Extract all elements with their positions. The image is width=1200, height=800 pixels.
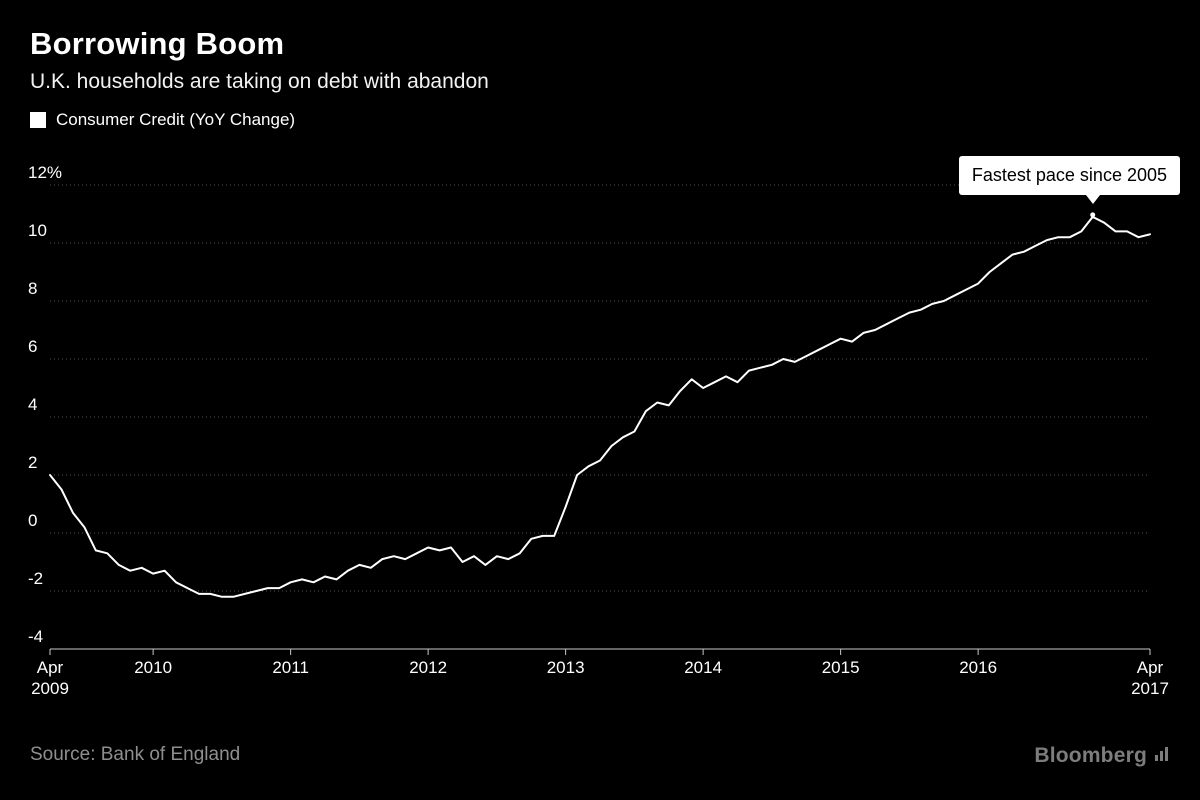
svg-text:2: 2: [28, 453, 37, 472]
svg-text:2009: 2009: [31, 679, 69, 698]
bloomberg-logo-text: Bloomberg: [1034, 744, 1147, 767]
svg-text:2013: 2013: [547, 658, 585, 677]
svg-text:-4: -4: [28, 627, 43, 646]
bloomberg-chart-glyph-icon: [1154, 746, 1170, 767]
svg-text:12%: 12%: [28, 163, 62, 182]
svg-text:-2: -2: [28, 569, 43, 588]
peak-marker: [1090, 212, 1096, 218]
chart-title: Borrowing Boom: [30, 26, 285, 61]
svg-text:2010: 2010: [134, 658, 172, 677]
chart-subtitle: U.K. households are taking on debt with …: [30, 70, 489, 93]
svg-text:8: 8: [28, 279, 37, 298]
svg-text:2011: 2011: [272, 658, 309, 677]
y-axis-labels: -4 -2 0 2 4 6 8 10 12%: [28, 163, 62, 646]
svg-text:10: 10: [28, 221, 47, 240]
svg-text:2014: 2014: [684, 658, 722, 677]
legend: Consumer Credit (YoY Change): [30, 110, 489, 130]
chart-header: Borrowing Boom U.K. households are takin…: [30, 26, 489, 130]
svg-text:6: 6: [28, 337, 37, 356]
legend-label: Consumer Credit (YoY Change): [56, 110, 296, 129]
svg-text:4: 4: [28, 395, 37, 414]
svg-text:2016: 2016: [959, 658, 997, 677]
svg-text:0: 0: [28, 511, 37, 530]
source-note: Source: Bank of England: [30, 744, 241, 765]
x-axis-labels: Apr 2009 2010 2011 2012 2013 2014 2015 2016 Apr 20…: [31, 649, 1169, 698]
bloomberg-branding: Bloomberg: [1034, 744, 1170, 768]
annotation-tooltip: Fastest pace since 2005: [958, 156, 1180, 195]
svg-text:2017: 2017: [1131, 679, 1169, 698]
consumer-credit-line: [49, 215, 1151, 598]
svg-text:2012: 2012: [409, 658, 447, 677]
gridlines: [50, 184, 1150, 650]
svg-text:Apr: Apr: [37, 658, 64, 677]
annotation-tooltip-caret-icon: [1085, 194, 1100, 204]
legend-swatch-icon: [30, 112, 46, 128]
consumer-credit-line-chart: -4 -2 0 2 4 6 8 10 12% Apr 2009 2010 2011 2012 2013 201…: [28, 163, 1169, 698]
svg-text:Apr: Apr: [1137, 658, 1164, 677]
svg-text:2015: 2015: [822, 658, 860, 677]
